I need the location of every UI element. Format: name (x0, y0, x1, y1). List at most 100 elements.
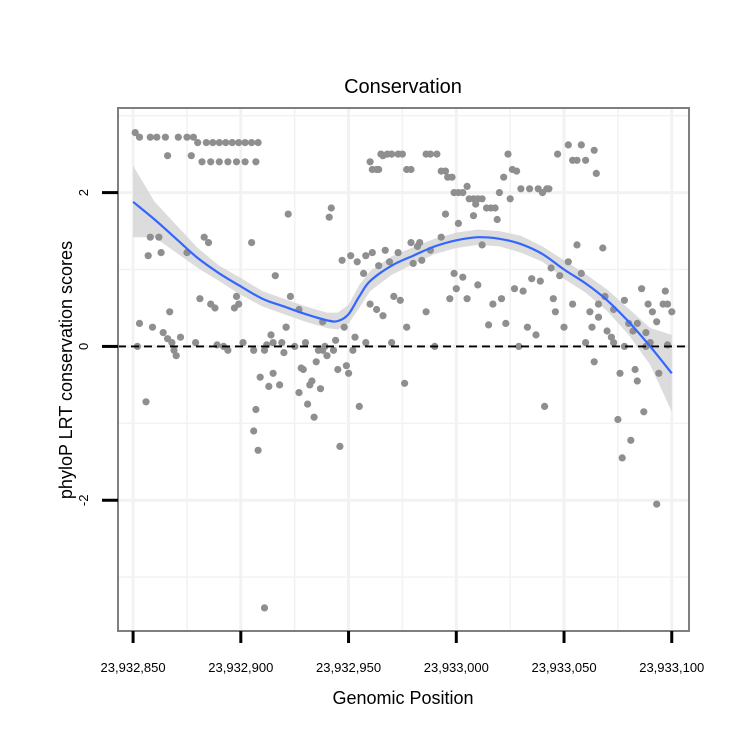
data-point (202, 139, 210, 147)
data-point (170, 346, 178, 354)
data-point (161, 133, 169, 141)
data-point (131, 129, 139, 137)
data-point (148, 323, 157, 331)
y-axis: -2 0 2 (76, 189, 118, 506)
data-point (135, 319, 144, 327)
data-point (312, 358, 320, 366)
data-point (325, 213, 333, 221)
data-point (135, 133, 144, 141)
data-point (491, 204, 499, 212)
data-point (644, 300, 652, 308)
data-point (388, 150, 396, 158)
data-point (265, 382, 273, 390)
data-point (538, 189, 547, 197)
data-point (332, 336, 340, 344)
data-point (286, 292, 294, 300)
data-point (174, 133, 182, 141)
x-tick-label: 23,932,850 (101, 660, 166, 675)
x-tick-label: 23,932,950 (316, 660, 381, 675)
data-point (450, 269, 458, 277)
data-point (235, 139, 243, 147)
data-point (446, 295, 454, 303)
data-point (222, 139, 230, 147)
data-point (304, 400, 312, 408)
data-point (209, 139, 217, 147)
data-point (342, 362, 350, 370)
data-point (653, 500, 661, 508)
data-point (142, 398, 150, 406)
data-point (224, 158, 232, 166)
data-point (241, 158, 249, 166)
data-point (407, 165, 415, 174)
data-point (211, 304, 219, 312)
x-tick-label: 23,932,900 (208, 660, 273, 675)
data-point (235, 300, 243, 308)
data-point (390, 292, 398, 300)
data-point (577, 141, 585, 149)
data-point (327, 204, 335, 212)
data-point (478, 195, 486, 203)
data-point (569, 300, 577, 308)
data-point (594, 313, 603, 321)
data-point (204, 239, 213, 247)
data-point (495, 189, 503, 197)
data-point (422, 308, 430, 316)
data-point (556, 272, 564, 280)
data-point (497, 295, 506, 303)
smooth-line-layer (132, 200, 673, 374)
data-point (588, 323, 596, 331)
data-point (500, 173, 508, 181)
data-point (200, 233, 208, 241)
data-point (603, 327, 611, 335)
data-point (375, 262, 383, 270)
data-point (554, 150, 562, 158)
data-point (194, 139, 202, 147)
data-point (407, 239, 415, 247)
data-point (340, 323, 348, 331)
data-point (308, 377, 316, 385)
data-point (157, 249, 165, 257)
data-point (166, 308, 174, 316)
data-point (459, 189, 467, 197)
data-point (254, 446, 262, 454)
data-point (506, 195, 514, 203)
data-point (586, 308, 594, 316)
data-point (323, 352, 331, 360)
data-point (523, 323, 532, 331)
data-point (360, 269, 368, 277)
data-point (594, 300, 603, 308)
data-point (351, 333, 359, 341)
data-point (379, 312, 387, 320)
data-point (528, 275, 536, 283)
data-point (198, 158, 206, 166)
data-point (269, 339, 277, 347)
data-point (545, 185, 553, 193)
data-point (164, 152, 172, 160)
confidence-ribbon-layer (133, 165, 672, 412)
data-point (489, 300, 497, 308)
data-point (463, 295, 471, 303)
data-point (655, 369, 663, 377)
data-point (250, 427, 258, 435)
data-point (176, 333, 185, 341)
data-point (627, 436, 635, 444)
data-point (321, 342, 329, 350)
data-point (485, 321, 493, 329)
data-point (172, 352, 180, 360)
data-point (633, 377, 641, 385)
data-point (401, 379, 409, 387)
data-point (592, 169, 600, 177)
data-point (215, 139, 223, 147)
data-point (215, 158, 223, 166)
data-point (338, 256, 346, 264)
y-tick-label: 0 (76, 343, 91, 350)
data-point (618, 454, 626, 462)
x-axis-label: Genomic Position (332, 688, 473, 708)
data-point (334, 365, 342, 374)
y-axis-label: phyloP LRT conservation scores (56, 241, 76, 499)
data-point (668, 308, 676, 316)
data-point (607, 333, 616, 341)
data-point (661, 287, 669, 295)
data-point (504, 150, 512, 158)
